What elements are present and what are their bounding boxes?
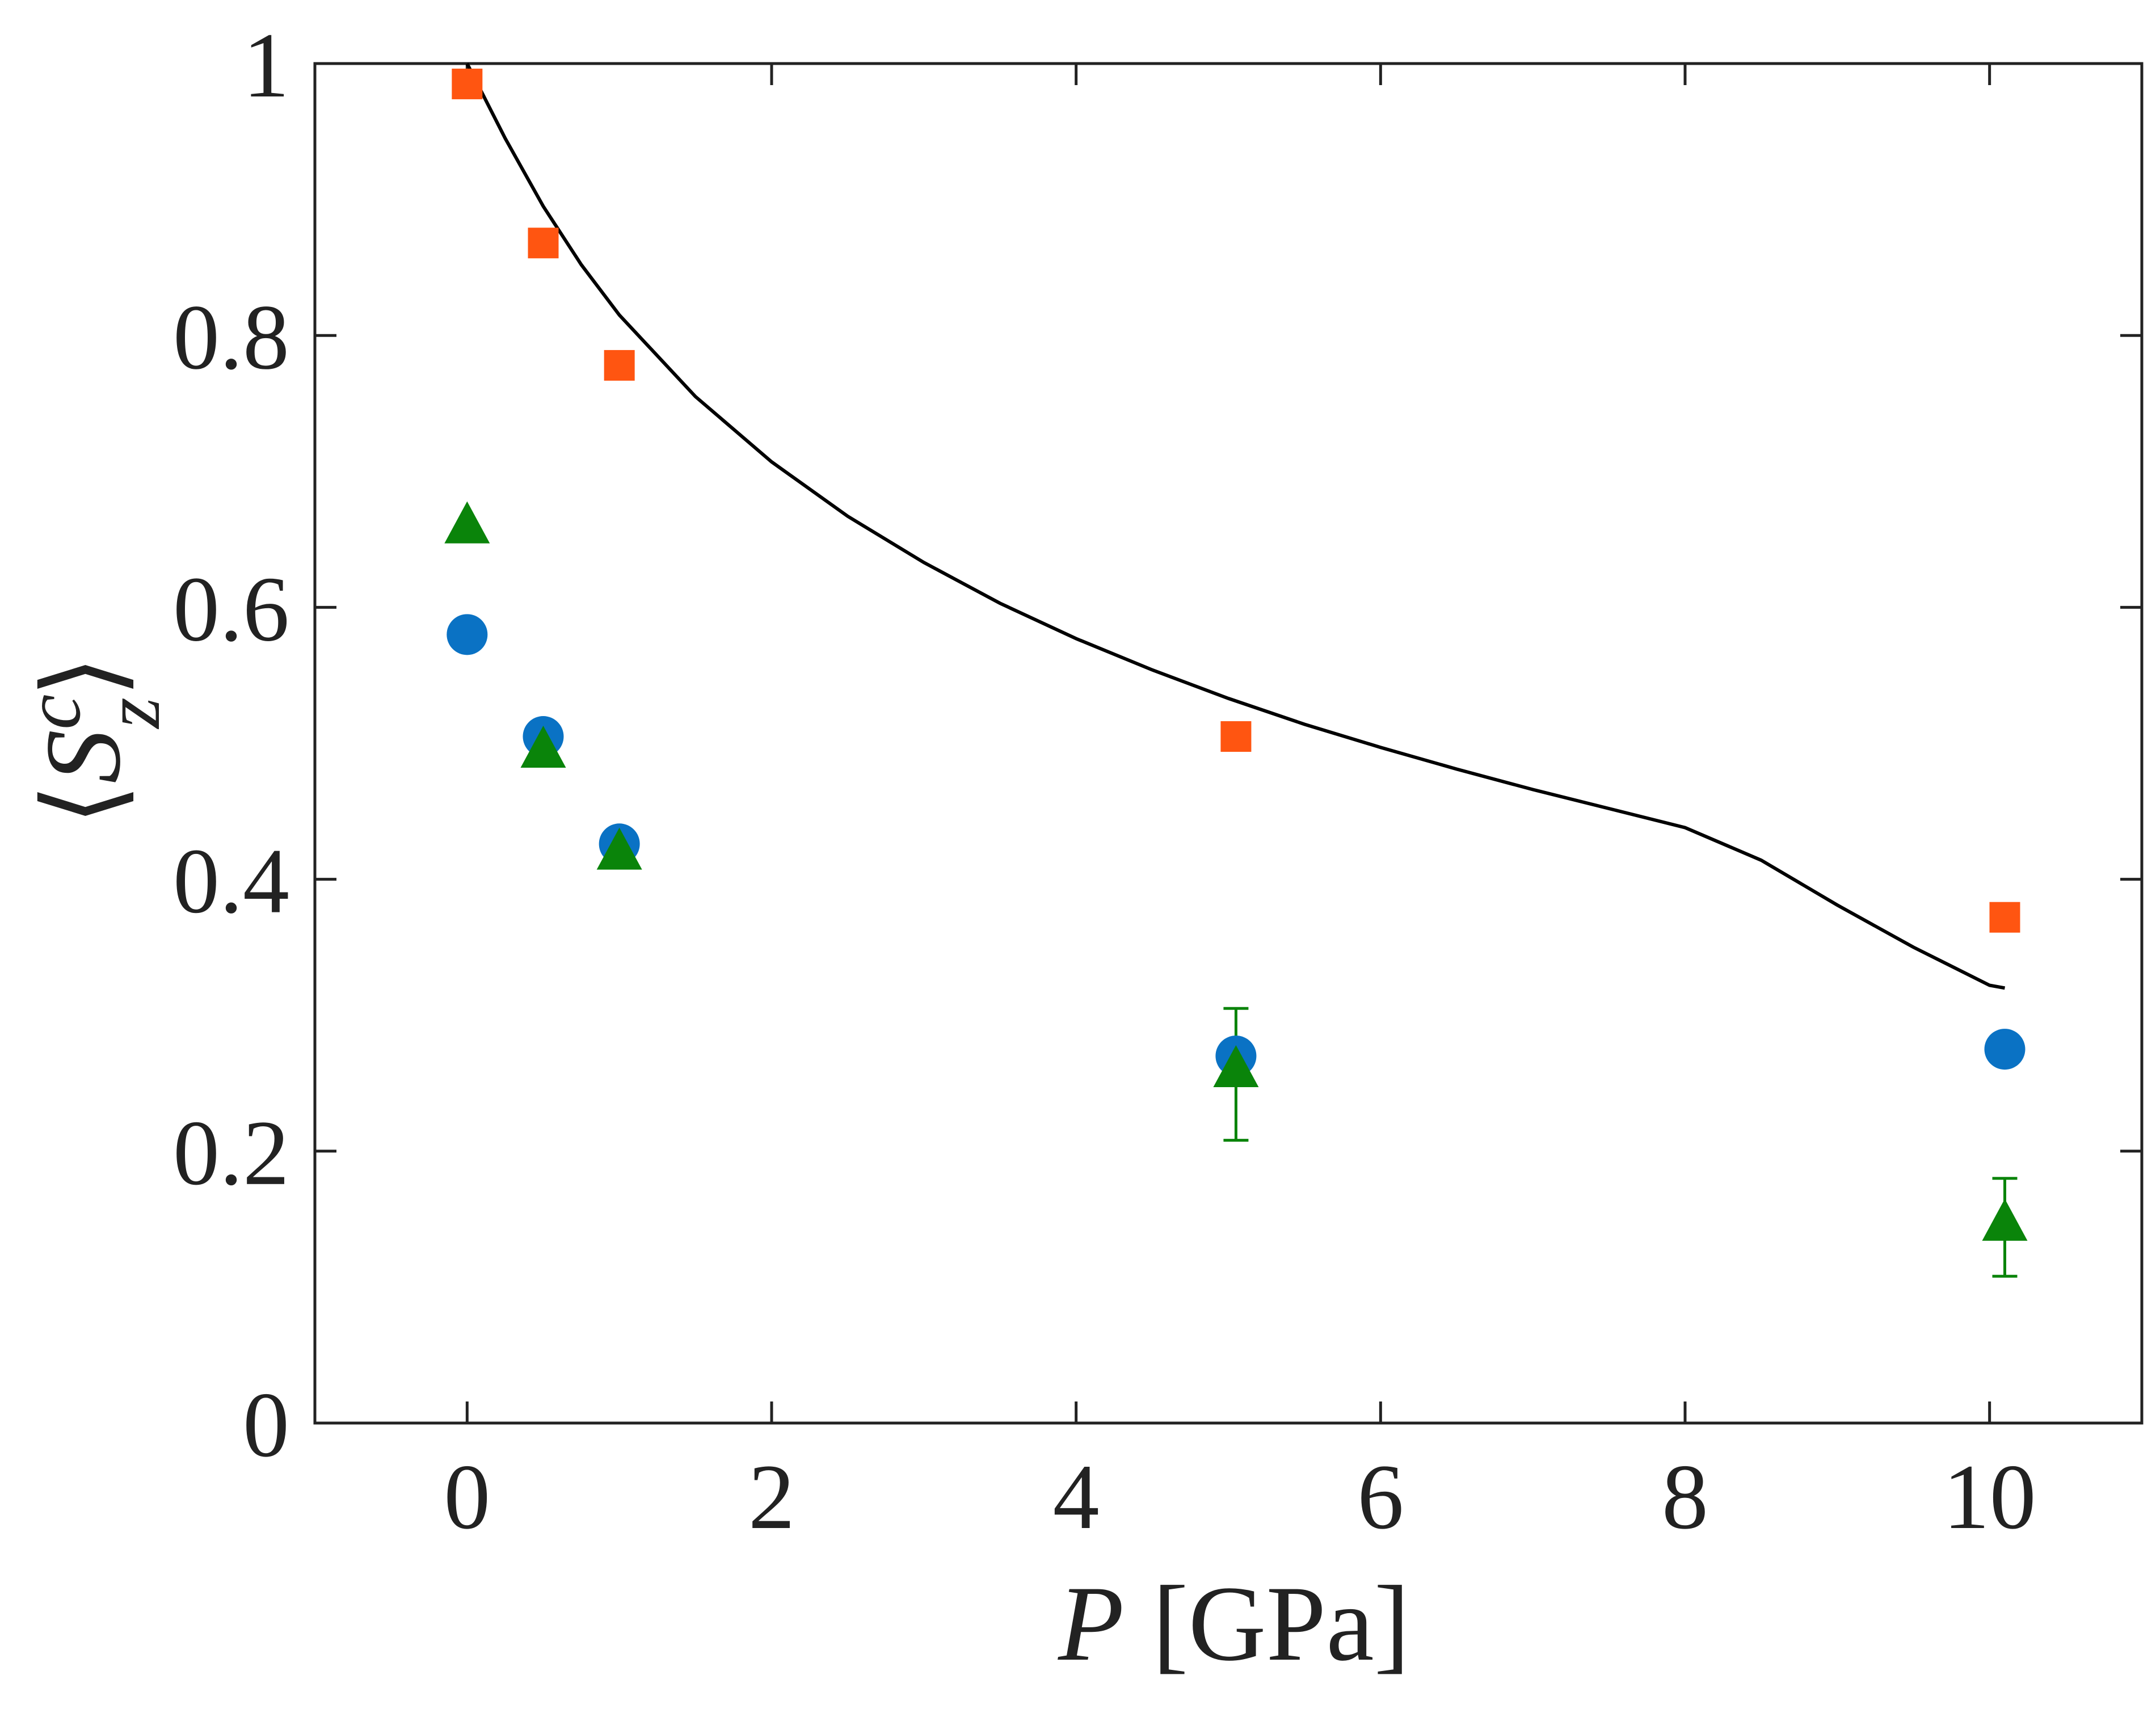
circle-marker	[1984, 1029, 2026, 1070]
y-axis-open-bracket: ⟨	[24, 784, 143, 826]
y-tick-label: 0.8	[173, 286, 289, 389]
y-tick-label: 0.4	[173, 830, 289, 933]
y-axis-subscript: z	[89, 697, 176, 729]
y-axis-symbol: S	[24, 730, 143, 784]
y-axis-close-bracket: ⟩	[24, 655, 143, 697]
triangle-marker	[1213, 1045, 1259, 1088]
x-axis-symbol: P	[1057, 1564, 1124, 1683]
fit-curve-layer	[465, 62, 2006, 990]
x-axis-unit: [GPa]	[1152, 1564, 1410, 1683]
square-marker	[604, 350, 635, 381]
y-axis-superscript: c	[9, 695, 97, 730]
square-marker	[1220, 721, 1252, 752]
triangle-marker	[1982, 1198, 2028, 1241]
x-tick-label: 2	[748, 1446, 795, 1548]
y-axis-title: ⟨Scz⟩	[9, 655, 176, 826]
x-tick-label: 0	[444, 1446, 490, 1548]
triangle-marker	[520, 725, 566, 768]
x-tick-labels: 0 2 4 6 8 10	[444, 1446, 2036, 1548]
square-marker	[1989, 902, 2020, 933]
y-tick-label: 0.2	[173, 1102, 289, 1205]
x-tick-label: 6	[1357, 1446, 1404, 1548]
x-tick-label: 10	[1943, 1446, 2036, 1548]
axis-ticks	[315, 62, 2142, 1425]
svg-text:⟨Scz⟩: ⟨Scz⟩	[9, 655, 176, 826]
plot-area-frame	[313, 62, 2144, 1425]
marker-layer	[444, 68, 2028, 1241]
y-tick-label: 0.6	[173, 558, 289, 660]
y-tick-label: 0	[243, 1374, 289, 1476]
square-marker	[528, 228, 559, 259]
x-tick-label: 4	[1053, 1446, 1100, 1548]
fit-curve	[465, 62, 2006, 990]
triangle-marker	[444, 501, 490, 544]
circle-marker	[447, 614, 488, 655]
square-marker	[452, 68, 483, 99]
y-tick-labels: 0 0.2 0.4 0.6 0.8 1	[173, 14, 289, 1476]
triangle-marker	[596, 827, 642, 870]
x-axis-title: P [GPa]	[1057, 1564, 1410, 1683]
y-tick-label: 1	[243, 14, 289, 117]
x-tick-label: 8	[1662, 1446, 1708, 1548]
